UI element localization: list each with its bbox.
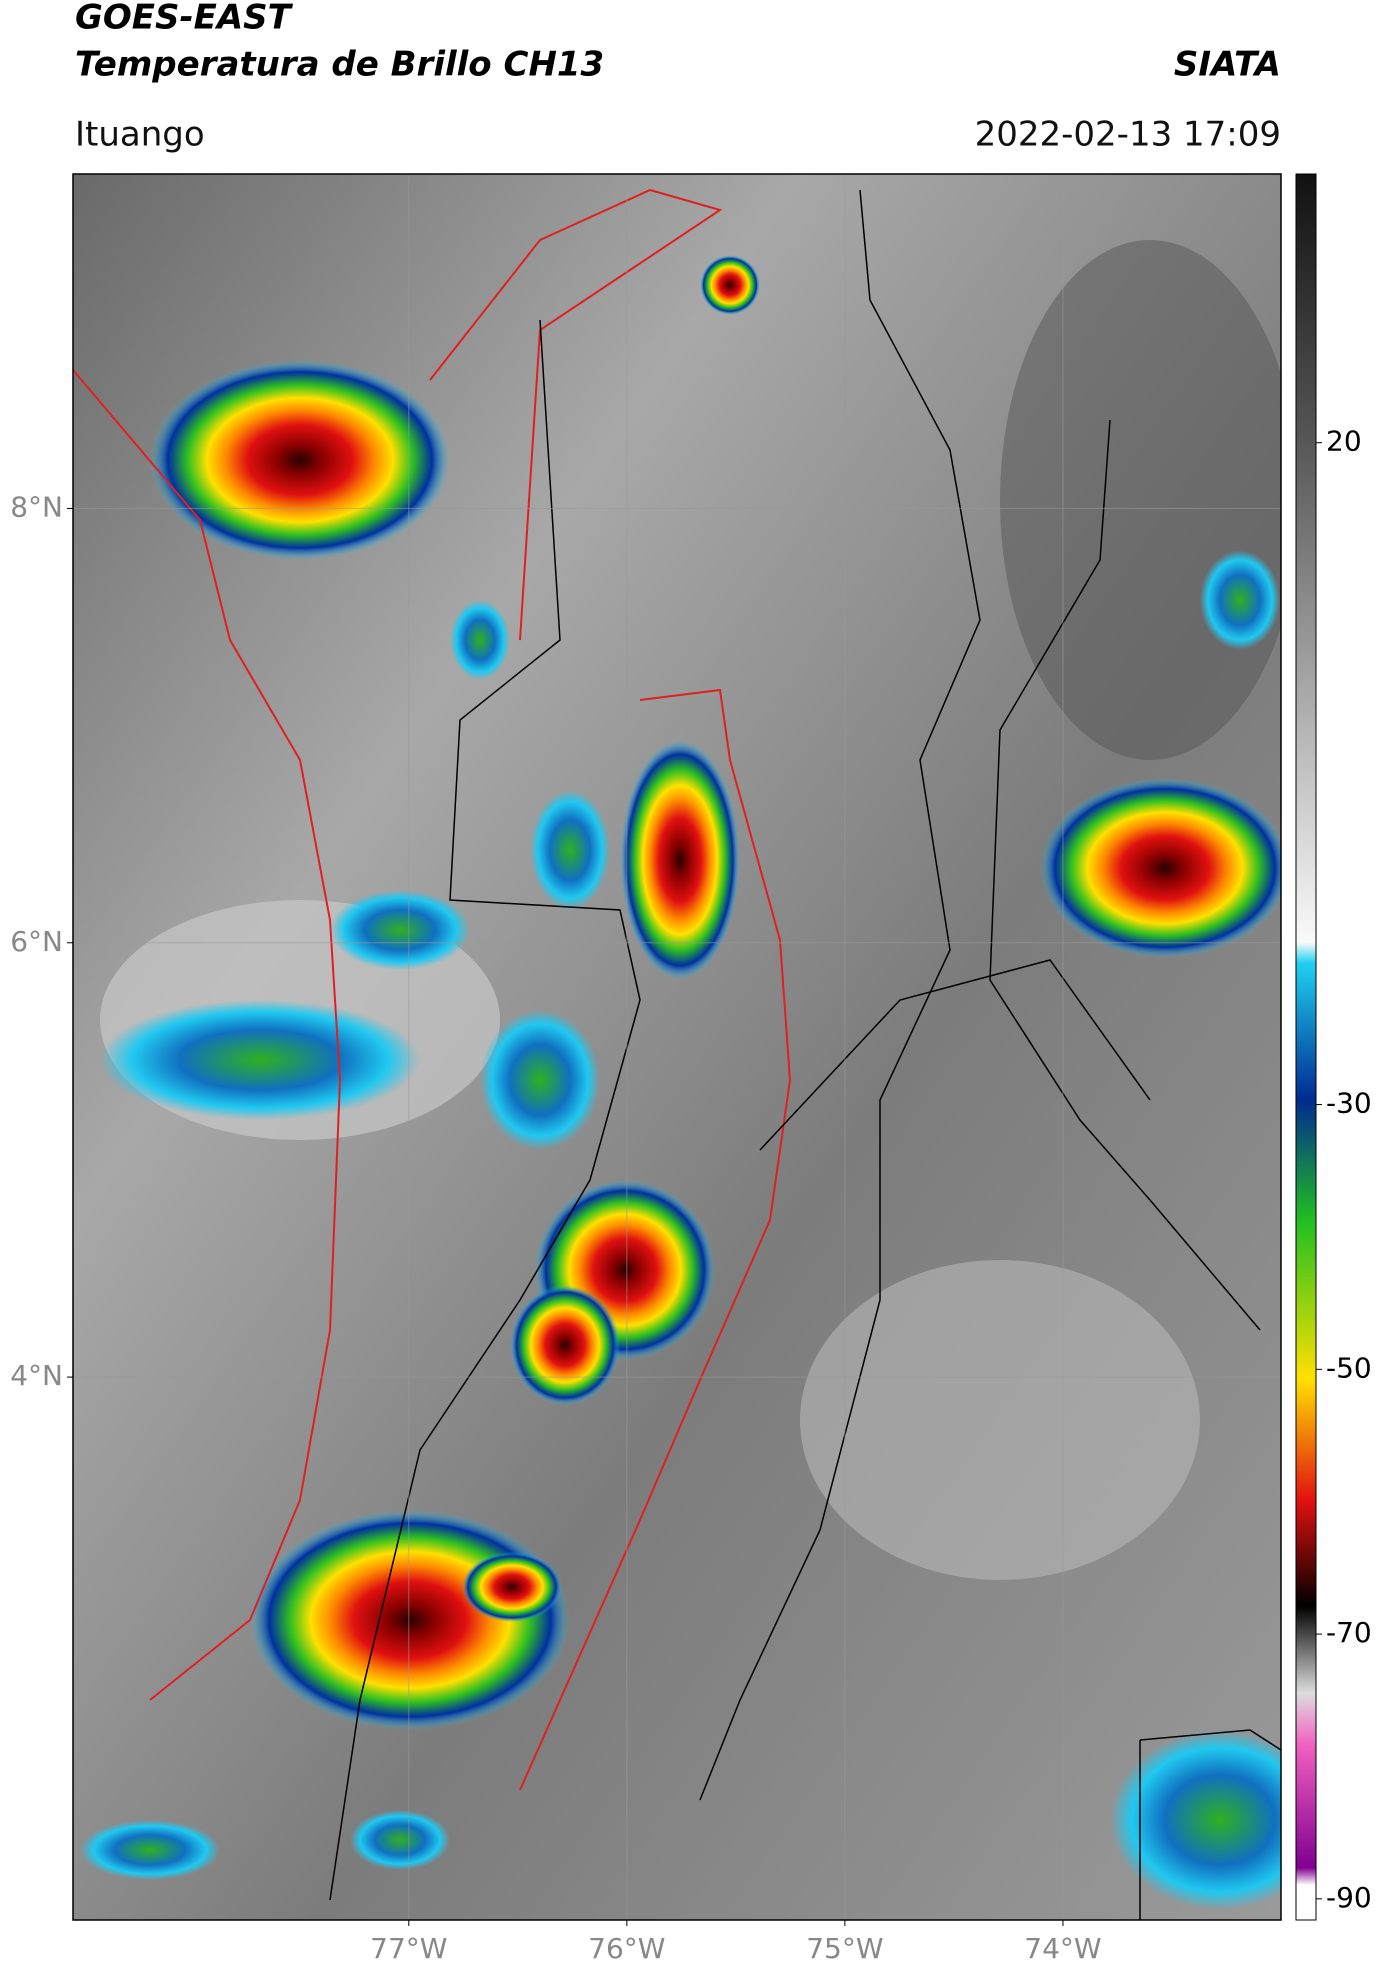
colorbar-tick-label: -50 <box>1326 1351 1372 1384</box>
x-tick-label: 76°W <box>588 1932 665 1965</box>
x-tick-label: 74°W <box>1024 1932 1101 1965</box>
colorbar-tick-label: -70 <box>1326 1616 1372 1649</box>
x-tick-label: 75°W <box>806 1932 883 1965</box>
colorbar <box>1295 173 1317 1921</box>
colorbar-tick-label: 20 <box>1326 425 1362 458</box>
y-tick-label: 4°N <box>10 1359 63 1392</box>
subtitle: Temperatura de Brillo CH13 <box>75 45 604 85</box>
graticule <box>73 174 1281 1920</box>
region: Ituango <box>75 115 205 155</box>
colorbar-tick-label: -90 <box>1326 1881 1372 1914</box>
map-frame <box>72 173 1282 1921</box>
satellite-image <box>73 174 1281 1920</box>
y-tick-label: 8°N <box>10 490 63 523</box>
y-tick-label: 6°N <box>10 925 63 958</box>
x-tick-label: 77°W <box>370 1932 447 1965</box>
datetime: 2022-02-13 17:09 <box>975 115 1281 155</box>
source: SIATA <box>1174 45 1281 85</box>
colorbar-tick-label: -30 <box>1326 1087 1372 1120</box>
title: GOES-EAST <box>75 0 294 38</box>
